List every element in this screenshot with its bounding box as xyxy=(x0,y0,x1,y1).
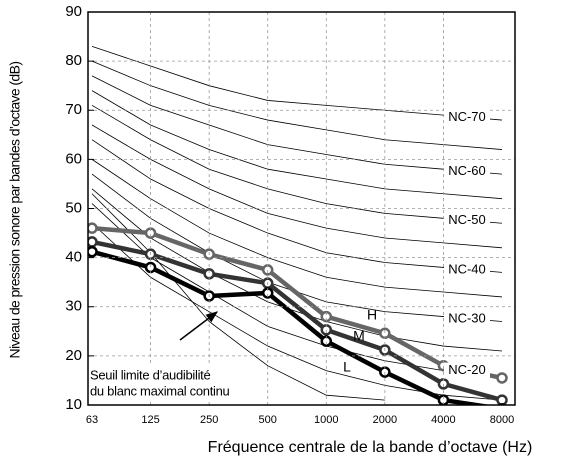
series-marker xyxy=(497,403,507,405)
nc-curve xyxy=(91,104,503,224)
nc-label-bg xyxy=(444,311,490,328)
series-label: L xyxy=(343,359,351,375)
nc-label-bg xyxy=(444,261,490,278)
nc-curve xyxy=(91,60,503,150)
series-line xyxy=(91,225,503,381)
nc-label: NC-40 xyxy=(448,261,486,276)
y-tick-label: 70 xyxy=(65,101,82,118)
nc-curve xyxy=(91,90,503,200)
plot-frame xyxy=(87,11,516,406)
series-line xyxy=(91,249,492,405)
x-tick-label: 1000 xyxy=(314,414,338,426)
annotation: Seuil limite d’audibilité xyxy=(90,367,210,382)
x-axis-title: Fréquence centrale de la bande d’octave … xyxy=(208,439,533,456)
nc-label-bg xyxy=(444,362,490,379)
series-marker xyxy=(88,236,98,248)
x-tick-label: 250 xyxy=(200,414,218,426)
y-tick-label: 60 xyxy=(65,150,82,167)
nc-label: NC-60 xyxy=(448,163,486,178)
nc-label-bg xyxy=(444,109,490,126)
nc-curve xyxy=(91,159,503,298)
y-tick-label: 40 xyxy=(65,249,82,266)
x-tick-label: 2000 xyxy=(373,414,397,426)
nc-curve xyxy=(91,75,503,175)
series-marker xyxy=(88,245,98,258)
series-label: H xyxy=(367,307,377,323)
y-tick-label: 10 xyxy=(65,396,82,413)
nc-label: NC-30 xyxy=(448,310,486,325)
y-tick-label: 20 xyxy=(65,347,82,364)
nc-label-bg xyxy=(444,212,490,229)
annotation-arrow xyxy=(179,311,218,341)
nc-curve xyxy=(91,124,503,249)
series-marker xyxy=(496,372,508,384)
nc-curve xyxy=(91,46,503,121)
x-tick-label: 63 xyxy=(86,414,98,426)
nc-label-bg xyxy=(444,163,490,180)
y-tick-label: 50 xyxy=(65,199,82,216)
y-axis-title: Niveau de pression sonore par bandes d’o… xyxy=(7,62,23,359)
series-marker xyxy=(88,222,98,234)
x-tick-label: 4000 xyxy=(431,414,455,426)
x-tick-label: 125 xyxy=(141,414,159,426)
annotation: du blanc maximal continu xyxy=(90,383,230,398)
x-tick-label: 8000 xyxy=(490,414,514,426)
y-tick-label: 30 xyxy=(65,298,82,315)
nc-curve xyxy=(91,203,503,376)
nc-curve xyxy=(91,188,503,352)
nc-curve xyxy=(91,139,503,273)
nc-label: NC-70 xyxy=(448,109,486,124)
nc-label: NC-50 xyxy=(448,212,486,227)
y-tick-label: 90 xyxy=(65,3,82,20)
annotation-bg xyxy=(88,366,264,402)
nc-label: NC-20 xyxy=(448,362,486,377)
threshold-curve xyxy=(91,193,385,401)
y-tick-label: 80 xyxy=(65,52,82,69)
x-tick-label: 500 xyxy=(259,414,277,426)
series-label: M xyxy=(353,328,365,344)
